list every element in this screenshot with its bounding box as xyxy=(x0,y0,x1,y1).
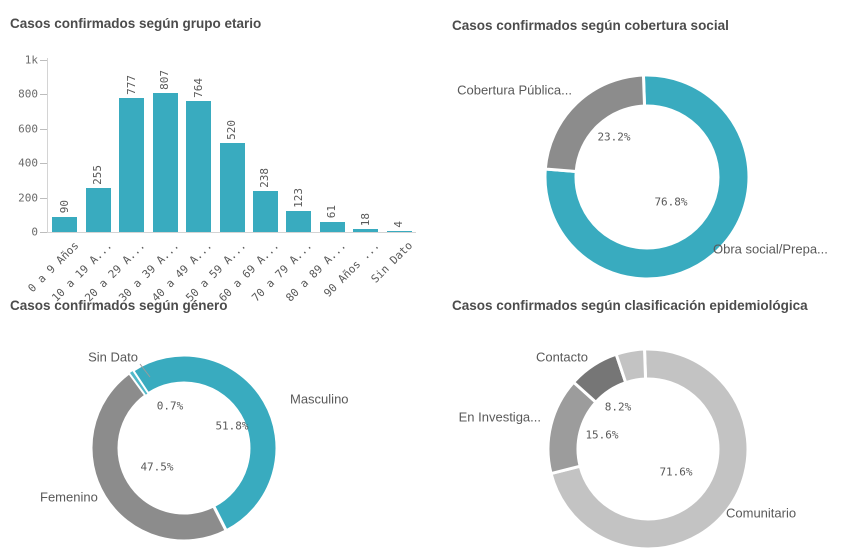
slice-percent-label: 76.8% xyxy=(654,195,688,209)
donut-clasificacion xyxy=(546,347,750,551)
bar-value-label: 4 xyxy=(392,221,406,228)
slice-label: Obra social/Prepa... xyxy=(713,241,828,257)
bar-value-label: 520 xyxy=(225,119,238,140)
donut-slice-Comunitario[interactable] xyxy=(549,347,750,551)
slice-label: Comunitario xyxy=(726,505,797,521)
slice-percent-label: 23.2% xyxy=(597,130,631,144)
label-leader-line xyxy=(139,363,151,378)
slice-label: En Investiga... xyxy=(458,409,541,425)
bar-value-label: 238 xyxy=(258,168,272,189)
y-axis-line xyxy=(47,58,48,232)
y-axis-label: 200 xyxy=(18,191,38,205)
donut-slice-Femenino[interactable] xyxy=(89,371,228,543)
bar-40 a 49 A...[interactable] xyxy=(186,100,212,232)
slice-percent-label: 47.5% xyxy=(140,460,174,474)
y-axis-tick xyxy=(40,94,47,96)
donut-slice-Obra social/Prepa...[interactable] xyxy=(543,73,751,281)
panel-age-group-chart: Casos confirmados según grupo etario 0 20… xyxy=(0,0,421,304)
slice-percent-label: 8.2% xyxy=(604,400,632,414)
donut-slice-unlabeled[interactable] xyxy=(614,347,648,385)
bar-20 a 29 A...[interactable] xyxy=(119,98,145,232)
bar-value-label: 90 xyxy=(57,200,71,214)
bar-0 a 9 Años[interactable] xyxy=(52,216,78,232)
bar-value-label: 123 xyxy=(291,187,305,208)
y-axis-label: 600 xyxy=(18,122,38,136)
slice-percent-label: 71.6% xyxy=(659,465,693,479)
y-axis-label: 400 xyxy=(18,156,38,170)
slice-percent-label: 51.8% xyxy=(215,419,249,433)
bar-10 a 19 A...[interactable] xyxy=(85,188,111,232)
bar-value-label: 18 xyxy=(358,212,372,226)
donut-genero xyxy=(89,353,279,543)
bar-70 a 79 A...[interactable] xyxy=(286,210,312,232)
y-axis-tick xyxy=(40,60,47,61)
chart-title-age-group: Casos confirmados según grupo etario xyxy=(10,16,262,31)
bar-60 a 69 A...[interactable] xyxy=(252,191,278,232)
donut-chart-social-coverage: Obra social/Prepa... 76.8% Cobertura Públi… xyxy=(421,0,842,290)
chart-title-social-coverage: Casos confirmados según cobertura social xyxy=(452,18,729,33)
panel-social-coverage-chart: Casos confirmados según cobertura social… xyxy=(421,0,842,290)
x-axis-line xyxy=(47,232,416,233)
bar-50 a 59 A...[interactable] xyxy=(219,142,245,232)
bar-30 a 39 A...[interactable] xyxy=(152,93,178,232)
slice-label: Masculino xyxy=(290,391,349,407)
y-axis-tick xyxy=(40,197,47,199)
bar-90 Años ...[interactable] xyxy=(353,228,379,232)
y-axis-tick xyxy=(40,163,47,165)
bar-80 a 89 A...[interactable] xyxy=(319,221,345,232)
bar-value-label: 61 xyxy=(325,205,339,219)
chart-title-epi-classification: Casos confirmados según clasificación ep… xyxy=(452,298,808,313)
y-axis-label: 1k xyxy=(24,53,38,67)
bar-value-label: 255 xyxy=(91,165,105,186)
donut-slice-Masculino[interactable] xyxy=(131,353,279,533)
donut-chart-gender: Masculino 51.8% Femenino 47.5% Sin Dato 0.7% xyxy=(0,290,421,557)
slice-label: Cobertura Pública... xyxy=(457,82,572,98)
slice-percent-label: 15.6% xyxy=(585,428,619,442)
slice-label: Contacto xyxy=(535,349,588,365)
y-axis-label: 800 xyxy=(18,87,38,101)
donut-slice-Sin Dato[interactable] xyxy=(128,369,149,396)
y-axis-tick xyxy=(40,128,47,130)
bar-Sin Dato[interactable] xyxy=(386,231,412,232)
chart-title-gender: Casos confirmados según género xyxy=(10,298,228,313)
donut-chart-epi-classification: Comunitario 71.6% En Investiga... 15.6% Cont… xyxy=(421,290,842,557)
bar-chart-age-groups: 0 200 400 600 800 1k 90 0 a 9 Años 255 10 a 19 A.… xyxy=(0,0,421,304)
slice-label: Sin Dato xyxy=(88,349,138,365)
bar-value-label: 764 xyxy=(191,77,205,98)
slice-percent-label: 0.7% xyxy=(156,399,184,413)
donut-cobertura_social xyxy=(543,73,751,281)
y-axis-label: 0 xyxy=(31,225,38,239)
slice-label: Femenino xyxy=(40,489,98,505)
bar-value-label: 807 xyxy=(158,70,172,91)
bar-value-label: 777 xyxy=(124,75,138,96)
panel-gender-chart: Casos confirmados según género Masculino… xyxy=(0,290,421,557)
donut-slice-Cobertura Pública...[interactable] xyxy=(543,73,647,173)
panel-epi-classification-chart: Casos confirmados según clasificación ep… xyxy=(421,290,842,557)
y-axis-tick xyxy=(40,232,47,233)
